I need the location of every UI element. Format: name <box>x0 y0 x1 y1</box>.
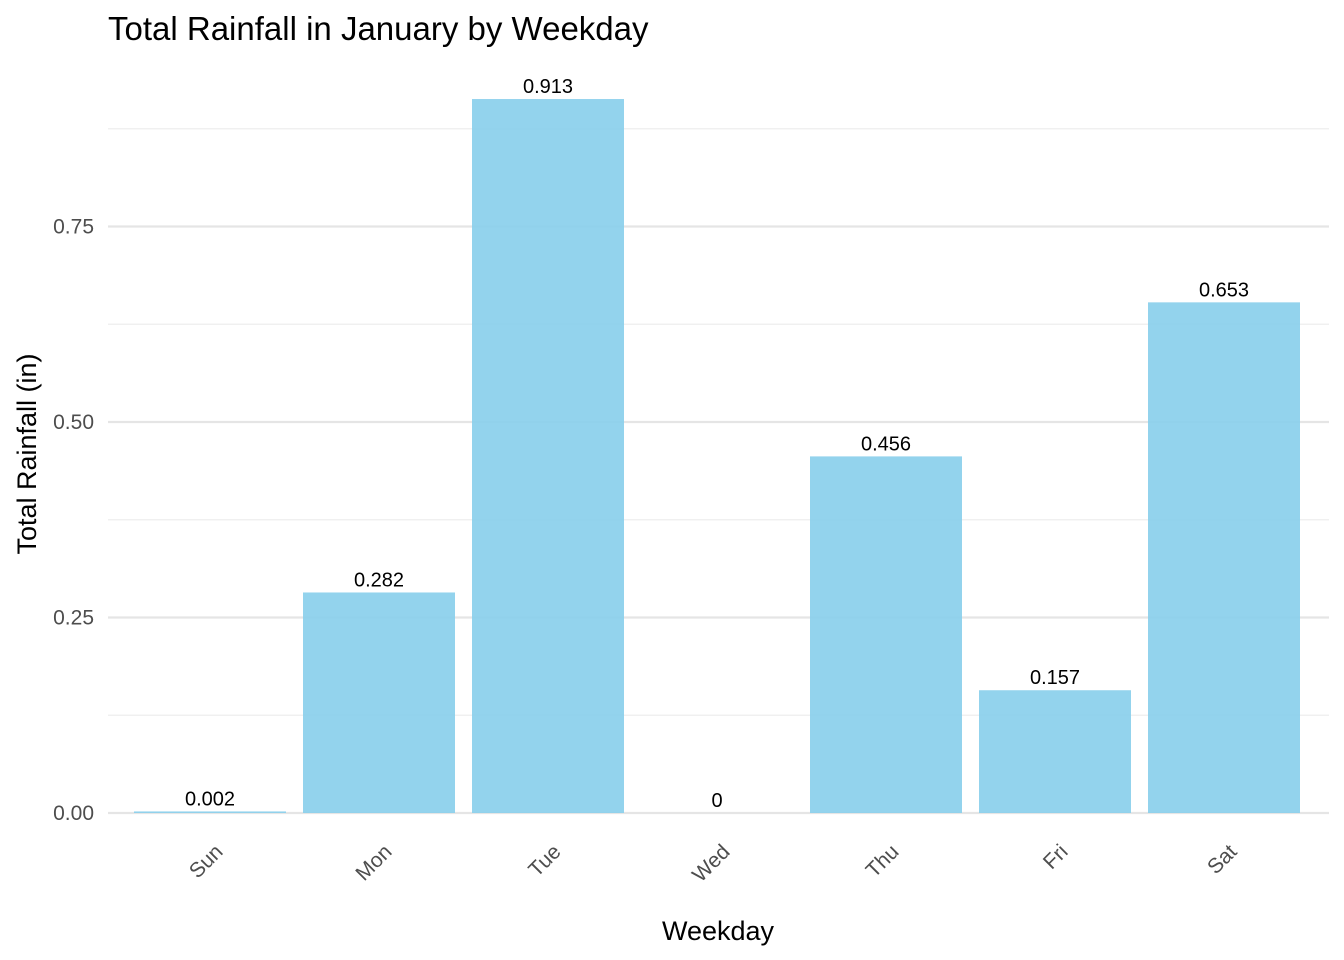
bar-sun <box>134 811 286 813</box>
y-tick-label: 0.50 <box>53 411 94 434</box>
y-tick-label: 0.75 <box>53 216 94 239</box>
data-label-thu: 0.456 <box>861 433 911 455</box>
bar-thu <box>810 456 962 813</box>
data-label-fri: 0.157 <box>1030 667 1080 689</box>
data-labels: 0.002 0.282 0.913 0 0.456 0.157 0.653 <box>185 76 1249 812</box>
bars <box>134 99 1300 813</box>
bar-fri <box>979 690 1131 813</box>
gridlines <box>108 128 1329 815</box>
x-tick-label-wed: Wed <box>688 840 735 887</box>
data-label-sat: 0.653 <box>1199 279 1249 301</box>
x-tick-label-tue: Tue <box>524 840 565 881</box>
data-label-mon: 0.282 <box>354 569 404 591</box>
y-axis-title: Total Rainfall (in) <box>12 353 42 554</box>
x-tick-label-mon: Mon <box>351 840 396 885</box>
bar-tue <box>472 99 624 813</box>
x-tick-label-sun: Sun <box>185 840 228 883</box>
y-tick-label: 0.00 <box>53 802 94 825</box>
bar-mon <box>303 592 455 813</box>
y-tick-label: 0.25 <box>53 607 94 630</box>
data-label-wed: 0 <box>711 790 722 812</box>
chart-title: Total Rainfall in January by Weekday <box>108 10 649 47</box>
data-label-sun: 0.002 <box>185 788 235 810</box>
x-axis-ticks: Sun Mon Tue Wed Thu Fri Sat <box>185 840 1242 887</box>
x-tick-label-sat: Sat <box>1203 840 1242 879</box>
x-tick-label-thu: Thu <box>862 840 904 882</box>
data-label-tue: 0.913 <box>523 76 573 98</box>
x-tick-label-fri: Fri <box>1039 840 1073 874</box>
y-axis-ticks: 0.00 0.25 0.50 0.75 <box>53 216 94 826</box>
bar-sat <box>1148 302 1300 813</box>
x-axis-title: Weekday <box>662 916 775 946</box>
